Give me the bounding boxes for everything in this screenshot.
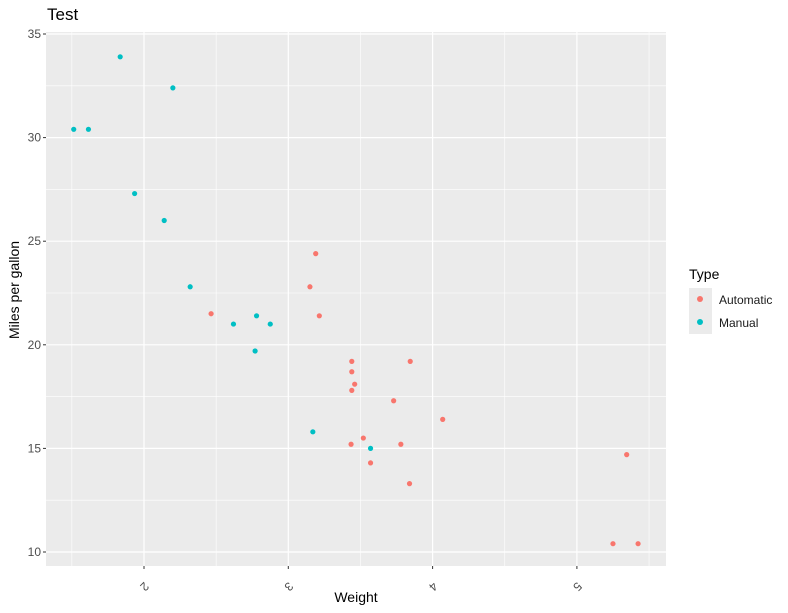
data-point-automatic	[349, 358, 355, 364]
data-point-automatic	[635, 541, 641, 547]
data-point-manual	[132, 190, 138, 197]
data-point-manual	[71, 126, 77, 132]
data-point-automatic	[316, 313, 322, 319]
data-point-manual	[85, 126, 92, 132]
legend-key-automatic	[689, 288, 712, 311]
y-axis-label: Miles per gallon	[6, 240, 22, 340]
y-tick-label: 15	[28, 441, 42, 455]
y-tick-label: 30	[28, 131, 42, 145]
x-tick-label: 4	[426, 579, 441, 594]
data-point-manual	[252, 348, 258, 354]
y-tick-label: 10	[28, 545, 42, 559]
legend-item-manual: Manual	[689, 311, 772, 334]
legend-item-automatic: Automatic	[689, 288, 772, 311]
x-tick-label: 5	[570, 579, 585, 594]
y-tick-label: 25	[28, 234, 42, 248]
panel-background	[46, 32, 666, 566]
data-point-manual	[187, 284, 193, 290]
data-point-automatic	[352, 381, 358, 387]
x-tick-label: 2	[137, 579, 152, 594]
data-point-automatic	[348, 441, 354, 447]
manual-point-icon	[697, 319, 703, 325]
legend: Type Automatic Manual	[689, 266, 772, 334]
data-point-automatic	[398, 441, 404, 447]
data-point-automatic	[349, 369, 355, 375]
x-tick-label: 3	[281, 579, 296, 594]
data-point-manual	[367, 445, 374, 451]
y-tick-label: 20	[28, 338, 42, 352]
data-point-automatic	[624, 452, 630, 458]
chart-title: Test	[47, 5, 79, 24]
legend-title: Type	[689, 266, 720, 282]
data-point-automatic	[208, 311, 214, 317]
data-point-manual	[230, 321, 237, 327]
data-point-automatic	[307, 284, 313, 290]
data-point-manual	[267, 321, 273, 327]
data-point-manual	[310, 429, 316, 435]
data-point-automatic	[313, 251, 319, 257]
data-point-manual	[253, 313, 260, 319]
data-point-automatic	[360, 435, 366, 441]
automatic-point-icon	[697, 296, 703, 302]
data-point-automatic	[406, 481, 413, 487]
data-point-manual	[117, 54, 123, 60]
legend-label-automatic: Automatic	[719, 292, 773, 307]
legend-key-manual	[689, 311, 712, 334]
data-point-automatic	[407, 358, 413, 364]
legend-label-manual: Manual	[719, 315, 759, 330]
data-point-manual	[161, 217, 167, 224]
data-point-automatic	[367, 460, 374, 466]
x-axis-label: Weight	[334, 589, 378, 605]
data-point-automatic	[440, 416, 446, 422]
data-point-manual	[170, 85, 176, 91]
data-point-automatic	[391, 398, 397, 404]
data-point-automatic	[349, 387, 355, 393]
data-point-automatic	[610, 541, 616, 547]
y-tick-label: 35	[28, 27, 42, 41]
